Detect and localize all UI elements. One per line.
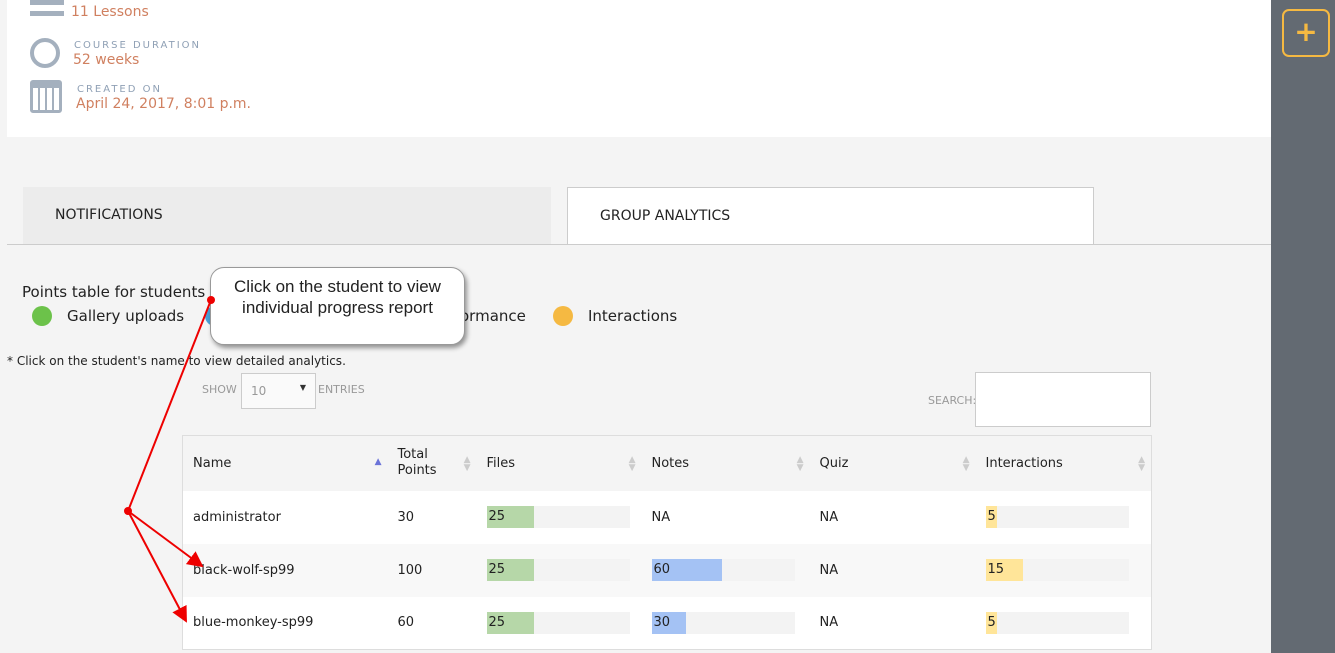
files-bar: 25 xyxy=(486,611,630,634)
quiz-cell: NA xyxy=(809,490,976,544)
col-notes[interactable]: Notes ▲ ▼ xyxy=(641,435,810,491)
quiz-cell: NA xyxy=(809,543,976,597)
interactions-bar-fill xyxy=(985,506,997,528)
sort-icon: ▲ ▼ xyxy=(1138,455,1145,473)
table-row: black-wolf-sp99 100 25 60 NA 15 xyxy=(182,543,1152,597)
col-files[interactable]: Files ▲ ▼ xyxy=(476,435,642,491)
arrow-to-black-wolf xyxy=(127,510,204,568)
duration-label: COURSE DURATION xyxy=(74,40,202,51)
calendar-icon xyxy=(30,80,62,113)
files-bar-fill xyxy=(486,506,534,528)
created-value: April 24, 2017, 8:01 p.m. xyxy=(76,96,252,112)
tutorial-callout: Click on the student to view individual … xyxy=(210,267,465,345)
points-table-title: Points table for students xyxy=(22,283,206,301)
total-points: 60 xyxy=(387,596,477,650)
points-table: Name ▲ Total Points ▲ ▼ Files ▲ ▼ Notes ▲ ▼ Qui… xyxy=(182,435,1152,650)
sort-icon: ▲ ▼ xyxy=(796,455,804,473)
arrow-to-blue-monkey xyxy=(127,510,187,623)
tab-notifications[interactable]: NOTIFICATIONS xyxy=(23,187,551,244)
legend-interactions: Interactions xyxy=(588,307,678,325)
right-sidebar xyxy=(1271,0,1335,653)
files-bar: 25 xyxy=(486,559,630,581)
interactions-bar: 15 xyxy=(985,559,1129,581)
notes-cell: 60 xyxy=(641,543,810,597)
notes-bar-fill xyxy=(651,559,722,581)
interactions-bar: 5 xyxy=(985,611,1129,634)
entries-label: ENTRIES xyxy=(318,383,365,396)
student-name-link[interactable]: administrator xyxy=(182,490,388,544)
files-cell: 25 xyxy=(476,543,642,597)
interactions-bar-fill xyxy=(985,559,1023,581)
interactions-cell: 5 xyxy=(975,490,1152,544)
entries-value: 10 xyxy=(251,384,267,398)
chevron-down-icon: ▼ xyxy=(299,383,306,392)
course-info-card: 11 Lessons COURSE DURATION 52 weeks CREA… xyxy=(7,0,1271,137)
sort-icon: ▲ ▼ xyxy=(962,455,970,473)
search-input[interactable] xyxy=(975,372,1151,427)
interactions-bar-fill xyxy=(985,611,997,634)
notes-bar-fill xyxy=(651,611,686,634)
legend-gallery-uploads: Gallery uploads xyxy=(67,307,185,325)
table-row: administrator 30 25 NA NA 5 xyxy=(182,490,1152,544)
lessons-list-icon xyxy=(30,0,64,16)
entries-select[interactable]: 10 ▼ xyxy=(241,373,316,409)
student-name-link[interactable]: black-wolf-sp99 xyxy=(182,543,388,597)
sort-icon: ▲ ▼ xyxy=(628,455,636,473)
lessons-value: 11 Lessons xyxy=(71,4,149,20)
interactions-cell: 15 xyxy=(975,543,1152,597)
interactions-dot xyxy=(553,306,573,326)
col-interactions[interactable]: Interactions ▲ ▼ xyxy=(975,435,1152,491)
col-name[interactable]: Name ▲ xyxy=(182,435,388,491)
clock-icon xyxy=(30,38,60,68)
col-total-points[interactable]: Total Points ▲ ▼ xyxy=(387,435,477,491)
duration-value: 52 weeks xyxy=(73,52,140,68)
files-cell: 25 xyxy=(476,490,642,544)
gallery-uploads-dot xyxy=(32,306,52,326)
notes-bar: 60 xyxy=(651,559,795,581)
files-bar-fill xyxy=(486,559,534,581)
student-name-link[interactable]: blue-monkey-sp99 xyxy=(182,596,388,650)
search-label: SEARCH: xyxy=(928,394,977,407)
interactions-cell: 5 xyxy=(975,596,1152,650)
arrow-line xyxy=(127,299,212,512)
created-label: CREATED ON xyxy=(77,84,162,95)
notes-bar: 30 xyxy=(651,611,795,634)
sort-icon: ▲ ▼ xyxy=(463,455,471,473)
tab-divider xyxy=(7,244,1271,245)
tab-group-analytics[interactable]: GROUP ANALYTICS xyxy=(567,187,1094,245)
col-quiz[interactable]: Quiz ▲ ▼ xyxy=(809,435,976,491)
notes-cell: NA xyxy=(641,490,810,544)
add-button[interactable]: + xyxy=(1282,9,1330,57)
total-points: 30 xyxy=(387,490,477,544)
table-row: blue-monkey-sp99 60 25 30 NA 5 xyxy=(182,596,1152,650)
sort-asc-icon: ▲ xyxy=(374,457,382,467)
quiz-cell: NA xyxy=(809,596,976,650)
interactions-bar: 5 xyxy=(985,506,1129,528)
files-cell: 25 xyxy=(476,596,642,650)
files-bar: 25 xyxy=(486,506,630,528)
files-bar-fill xyxy=(486,611,534,634)
analytics-note: * Click on the student's name to view de… xyxy=(7,354,346,368)
show-label: SHOW xyxy=(202,383,237,396)
notes-cell: 30 xyxy=(641,596,810,650)
total-points: 100 xyxy=(387,543,477,597)
legend-quiz-performance: ormance xyxy=(460,307,526,325)
